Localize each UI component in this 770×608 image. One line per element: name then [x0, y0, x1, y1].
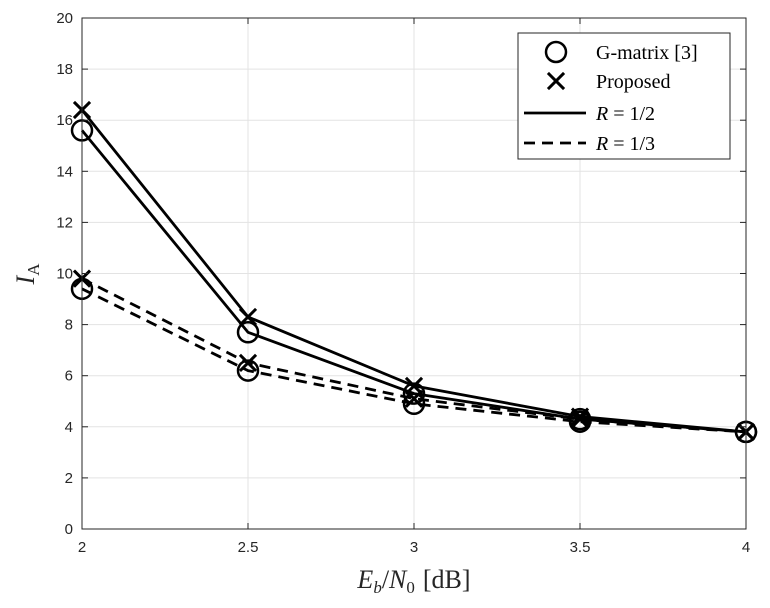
legend-label-proposed: Proposed — [596, 71, 670, 93]
y-tick-label: 0 — [65, 521, 73, 538]
y-tick-label: 12 — [56, 214, 73, 231]
series-line — [81, 287, 747, 434]
data-point-x — [238, 307, 258, 327]
data-point-x — [404, 376, 424, 396]
y-tick-label: 14 — [56, 163, 73, 180]
y-tick-label: 16 — [56, 112, 73, 129]
legend-box — [517, 32, 731, 160]
y-tick-label: 6 — [65, 368, 73, 385]
x-tick-label: 2 — [78, 539, 86, 556]
y-tick-label: 2 — [65, 470, 73, 487]
data-point-circle — [402, 392, 426, 416]
x-axis-label: Eb/N0 [dB] — [356, 565, 470, 597]
x-tick-label: 3.5 — [570, 539, 591, 556]
y-tick-label: 20 — [56, 10, 73, 27]
legend-marker-x — [546, 71, 566, 91]
grid — [81, 17, 747, 530]
series-line — [81, 277, 747, 434]
legend-label-rate-half: R = 1/2 — [595, 103, 655, 125]
y-tick-label: 10 — [56, 266, 73, 283]
data-point-x — [570, 410, 590, 429]
y-tick-label: 8 — [65, 317, 73, 334]
data-point-circle — [236, 321, 260, 344]
x-tick-label: 2.5 — [238, 539, 259, 556]
data-point-x — [404, 389, 424, 408]
y-tick-label: 4 — [65, 419, 73, 436]
legend-label-rate-third: R = 1/3 — [595, 133, 655, 155]
data-point-circle — [568, 410, 592, 433]
data-point-x — [238, 353, 258, 373]
data-point-circle — [236, 359, 260, 382]
x-tick-label: 3 — [410, 539, 418, 556]
legend: G-matrix [3] Proposed R = 1/2 R = 1/3 — [517, 32, 731, 160]
y-tick-label: 18 — [56, 61, 73, 78]
data-point-circle — [402, 382, 426, 405]
legend-marker-circle — [544, 40, 568, 64]
legend-label-gmatrix: G-matrix [3] — [596, 42, 698, 64]
y-axis-label: IA — [11, 263, 43, 286]
x-tick-label: 4 — [742, 539, 750, 556]
